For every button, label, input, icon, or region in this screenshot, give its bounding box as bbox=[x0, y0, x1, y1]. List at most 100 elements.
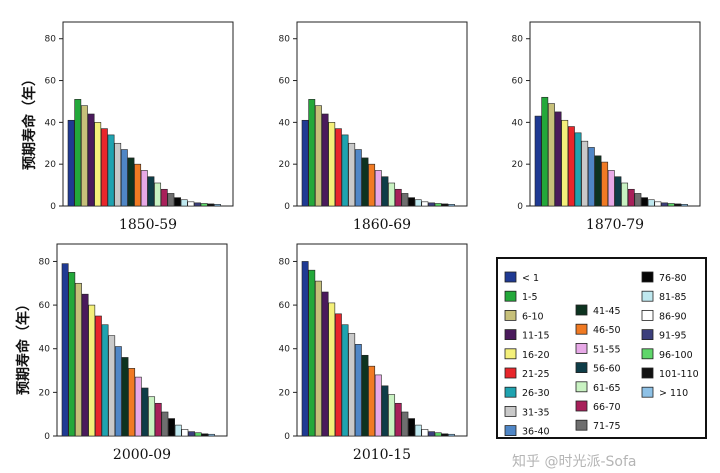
legend-item-51-55: 51-55 bbox=[575, 342, 621, 355]
bar-26-30 bbox=[341, 324, 349, 437]
bar-< 1 bbox=[301, 261, 309, 437]
bar-16-20 bbox=[561, 119, 569, 207]
y-tick-label: 80 bbox=[39, 257, 51, 267]
bar-26-30 bbox=[101, 324, 109, 437]
bar-31-35 bbox=[348, 333, 356, 437]
legend-item-101-110: 101-110 bbox=[641, 367, 699, 380]
bar-11-15 bbox=[554, 111, 562, 207]
y-tick-label: 80 bbox=[45, 35, 57, 45]
legend-label: 41-45 bbox=[593, 306, 621, 317]
legend-swatch bbox=[504, 329, 517, 341]
legend-item-66-70: 66-70 bbox=[575, 400, 621, 413]
bar-61-65 bbox=[388, 182, 396, 207]
bar-66-70 bbox=[160, 188, 168, 207]
legend-item-36-40: 36-40 bbox=[504, 425, 550, 438]
legend-item-1-5: 1-5 bbox=[504, 290, 538, 303]
panel-title: 2000-09 bbox=[113, 447, 171, 463]
bar-66-70 bbox=[394, 402, 402, 437]
legend-swatch bbox=[575, 419, 588, 431]
bar-91-95 bbox=[428, 431, 435, 437]
bar-101-110 bbox=[207, 203, 215, 207]
bar-51-55 bbox=[607, 170, 615, 207]
legend-label: 51-55 bbox=[593, 344, 621, 355]
bar-51-55 bbox=[374, 170, 382, 207]
legend-label: > 110 bbox=[659, 388, 688, 399]
legend-swatch bbox=[504, 386, 517, 398]
bar-1-5 bbox=[68, 272, 76, 437]
bar-31-35 bbox=[348, 142, 356, 207]
bar-46-50 bbox=[368, 163, 376, 207]
legend-label: 81-85 bbox=[659, 292, 687, 303]
bar-21-25 bbox=[334, 313, 342, 437]
legend-label: 46-50 bbox=[593, 325, 621, 336]
legend-swatch bbox=[641, 290, 654, 302]
bar-46-50 bbox=[601, 161, 609, 207]
bar-96-100 bbox=[194, 432, 202, 437]
legend-item-76-80: 76-80 bbox=[641, 271, 687, 284]
legend-swatch bbox=[575, 323, 588, 335]
legend-item-56-60: 56-60 bbox=[575, 362, 621, 375]
bar-101-110 bbox=[441, 203, 449, 207]
bar-11-15 bbox=[87, 113, 95, 207]
panel-title: 1870-79 bbox=[586, 217, 644, 233]
legend-swatch bbox=[504, 425, 517, 437]
bar-86-90 bbox=[421, 201, 429, 207]
panel-2010-15: 0 20 40 60 80 2010-15 bbox=[279, 243, 468, 463]
legend-swatch bbox=[575, 400, 588, 412]
y-tick-label: 0 bbox=[284, 432, 290, 442]
legend-label: 56-60 bbox=[593, 364, 621, 375]
y-tick-label: 60 bbox=[39, 301, 51, 311]
y-tick-label: 80 bbox=[279, 257, 291, 267]
panel-title: 1850-59 bbox=[119, 217, 177, 233]
bar-91-95 bbox=[428, 202, 435, 207]
legend-item-96-100: 96-100 bbox=[641, 348, 693, 361]
bar-61-65 bbox=[154, 182, 162, 207]
bar-76-80 bbox=[408, 197, 415, 207]
bar-> 110 bbox=[448, 433, 455, 437]
y-tick-label: 20 bbox=[512, 160, 524, 170]
bar-> 110 bbox=[448, 204, 455, 207]
y-tick-label: 20 bbox=[39, 388, 51, 398]
bar-86-90 bbox=[654, 201, 662, 207]
y-tick-label: 60 bbox=[512, 77, 524, 87]
bar-46-50 bbox=[134, 163, 142, 207]
legend-label: 71-75 bbox=[593, 421, 621, 432]
bar-41-45 bbox=[121, 357, 129, 437]
legend-swatch bbox=[504, 405, 517, 417]
legend-label: 21-25 bbox=[522, 369, 550, 380]
bar-46-50 bbox=[368, 365, 376, 437]
legend-item-46-50: 46-50 bbox=[575, 323, 621, 336]
bar-21-25 bbox=[94, 315, 102, 437]
y-tick-label: 40 bbox=[279, 345, 291, 355]
bar-56-60 bbox=[614, 176, 622, 207]
bar-11-15 bbox=[321, 113, 329, 207]
y-tick-label: 60 bbox=[279, 301, 291, 311]
bar-31-35 bbox=[108, 335, 116, 437]
bar-81-85 bbox=[414, 424, 422, 437]
bar-86-90 bbox=[181, 429, 189, 437]
bar-86-90 bbox=[421, 429, 429, 437]
bar-76-80 bbox=[168, 418, 175, 437]
bar-6-10 bbox=[81, 105, 88, 207]
bar-16-20 bbox=[328, 302, 336, 437]
bar-> 110 bbox=[208, 433, 215, 437]
bar-16-20 bbox=[328, 122, 336, 207]
panel-1860-69: 0 20 40 60 80 1860-69 bbox=[279, 21, 468, 233]
bar-81-85 bbox=[174, 424, 182, 437]
bar-81-85 bbox=[414, 199, 422, 207]
y-tick-label: 20 bbox=[279, 160, 291, 170]
legend-item-91-95: 91-95 bbox=[641, 329, 687, 342]
bar-6-10 bbox=[314, 105, 322, 207]
bar-91-95 bbox=[188, 431, 195, 437]
y-tick-label: 20 bbox=[279, 388, 291, 398]
y-tick-label: 60 bbox=[279, 77, 291, 87]
bar-6-10 bbox=[314, 280, 322, 437]
legend-label: 26-30 bbox=[522, 388, 550, 399]
bar-26-30 bbox=[574, 132, 582, 207]
bar-< 1 bbox=[67, 119, 75, 207]
bar-< 1 bbox=[301, 119, 309, 207]
y-tick-label: 0 bbox=[284, 202, 290, 212]
bar-71-75 bbox=[161, 411, 169, 437]
bar-91-95 bbox=[194, 202, 201, 207]
